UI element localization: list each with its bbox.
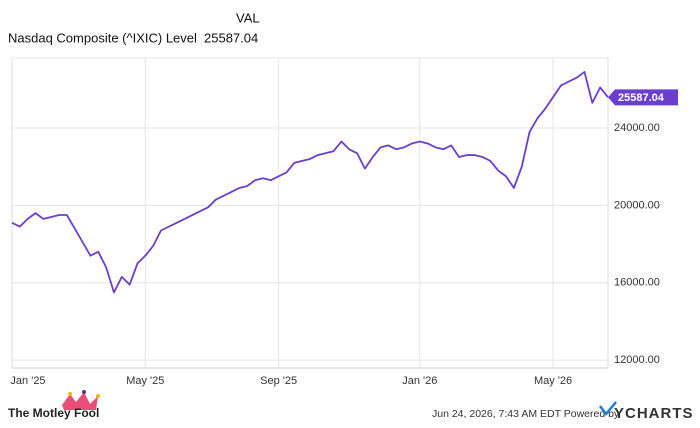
motley-fool-logo: The Motley Fool xyxy=(8,390,100,420)
grid xyxy=(11,58,608,368)
jester-bell xyxy=(68,392,72,396)
last-value-label: 25587.04 xyxy=(618,92,665,104)
y-tick-label: 12000.00 xyxy=(614,354,660,366)
x-tick-label: May '25 xyxy=(126,375,164,387)
y-tick-label: 16000.00 xyxy=(614,277,660,289)
y-tick-label: 20000.00 xyxy=(614,199,660,211)
timestamp: Jun 24, 2026, 7:43 AM EDT Powered by xyxy=(432,408,620,420)
legend-header: VAL xyxy=(236,10,260,25)
legend-series-value: 25587.04 xyxy=(204,30,258,45)
ycharts-mark xyxy=(599,401,617,417)
x-tick-label: Jan '25 xyxy=(10,375,45,387)
ycharts-logo: YCHARTS xyxy=(599,401,694,422)
series-line xyxy=(11,71,609,294)
x-tick-label: Sep '25 xyxy=(260,375,297,387)
jester-bell xyxy=(96,394,100,398)
x-tick-label: Jan '26 xyxy=(402,375,437,387)
ycharts-text: YCHARTS xyxy=(614,405,694,422)
jester-hat xyxy=(62,392,98,410)
y-tick-label: 24000.00 xyxy=(614,122,660,134)
legend-series-name: Nasdaq Composite (^IXIC) Level xyxy=(8,30,197,45)
footer-brand-left: The Motley Fool xyxy=(8,406,99,420)
jester-bell xyxy=(82,390,86,394)
x-tick-label: May '26 xyxy=(534,375,572,387)
plot-frame xyxy=(11,57,609,369)
last-value-flag xyxy=(608,89,678,106)
